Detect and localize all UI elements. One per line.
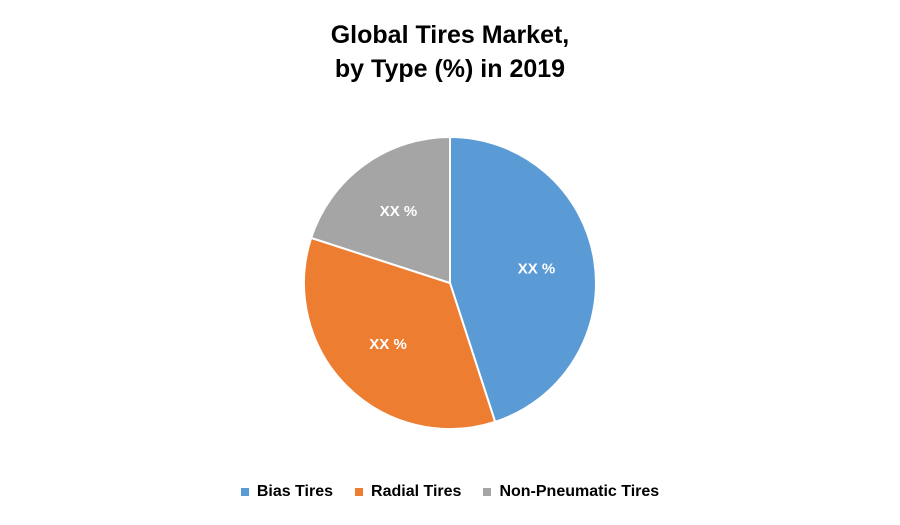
data-label-non-pneumatic-tires: XX % — [380, 203, 418, 220]
legend-swatch-non-pneumatic-tires — [483, 488, 492, 496]
chart-title-line-1: Global Tires Market, — [330, 21, 570, 49]
legend-item-non-pneumatic-tires: Non-Pneumatic Tires — [483, 483, 659, 501]
data-label-bias-tires: XX % — [518, 260, 556, 277]
legend-item-bias-tires: Bias Tires — [240, 483, 334, 501]
chart-title: Global Tires Market, by Type (%) in 2019 — [0, 18, 900, 86]
pie-slice-non-pneumatic-tires — [309, 135, 451, 285]
legend-label-radial-tires: Radial Tires — [371, 483, 462, 500]
chart-title-line-2: by Type (%) in 2019 — [334, 55, 566, 83]
pie-slice-radial-tires — [303, 236, 497, 430]
pie-slice-bias-tires — [449, 135, 597, 424]
legend-label-bias-tires: Bias Tires — [256, 483, 334, 500]
legend-label-non-pneumatic-tires: Non-Pneumatic Tires — [499, 483, 660, 500]
data-label-radial-tires: XX % — [369, 336, 407, 353]
legend-item-radial-tires: Radial Tires — [355, 483, 461, 501]
legend: Bias Tires Radial Tires Non-Pneumatic Ti… — [0, 483, 900, 501]
legend-swatch-radial-tires — [355, 488, 364, 496]
legend-swatch-bias-tires — [240, 488, 249, 496]
